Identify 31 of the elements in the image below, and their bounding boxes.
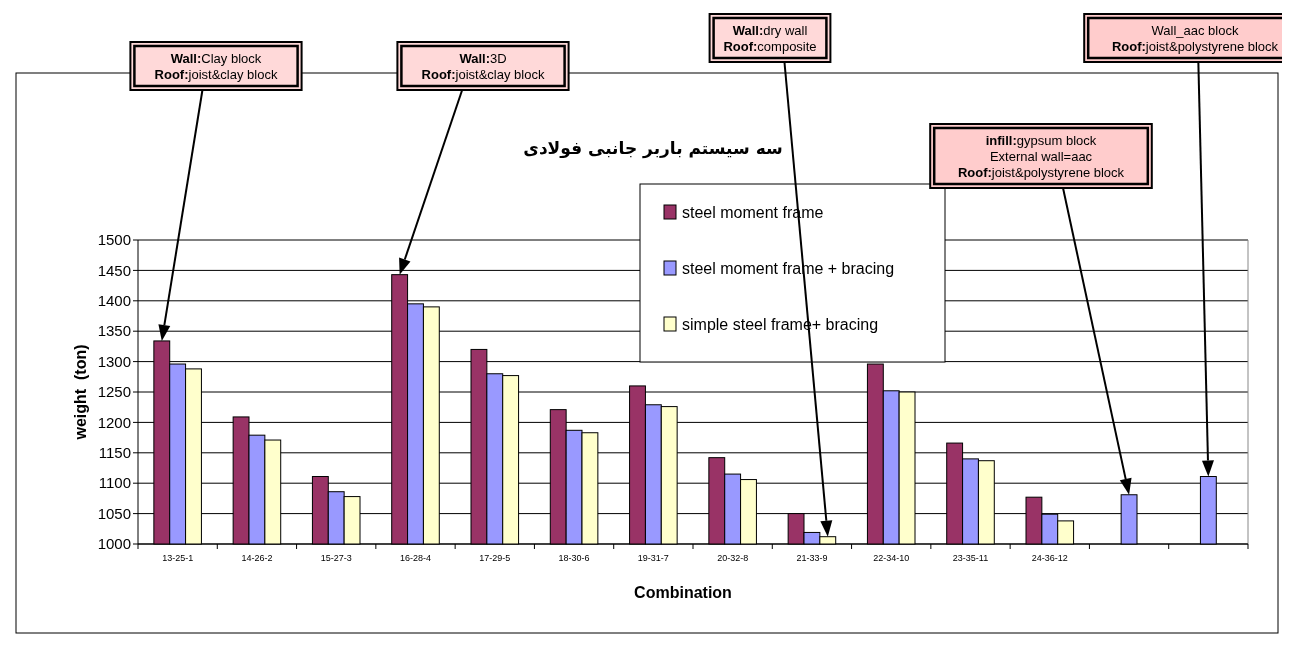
x-tick-label: 21-33-9 [796,553,828,563]
x-tick-label: 15-27-3 [320,553,352,563]
y-tick-label: 1450 [97,261,131,279]
y-tick-label: 1500 [97,231,131,249]
y-tick-label: 1300 [97,352,131,370]
x-tick-label: 23-35-11 [952,553,989,563]
y-tick-label: 1350 [97,322,131,340]
y-tick-label: 1400 [97,292,131,310]
x-tick-label: 22-34-10 [873,553,910,563]
x-tick-label: 14-26-2 [241,553,273,563]
y-tick-label: 1150 [98,444,131,462]
chart-title: سه سیستم باربر جانبی فولادی [523,138,783,159]
x-tick-label: 19-31-7 [637,553,669,563]
x-axis-title: Combination [634,584,732,601]
text: Wall:dry wall Roof:composite [723,23,817,54]
y-axis-title: weight (ton) [72,344,89,441]
y-tick-label: 1250 [97,383,131,401]
text: Wall:Clay block Roof:joist&clay block [154,51,278,82]
y-tick-label: 1200 [97,413,131,431]
text: Wall:3D Roof:joist&clay block [421,51,545,82]
x-tick-label: 20-32-8 [717,553,749,563]
text: Wall_aac block Roof:joist&polystyrene block [1111,23,1279,54]
text: infill:gypsum block External wall=aac Roof:joist&polystyrene block [957,133,1125,180]
y-tick-label: 1100 [98,474,131,492]
x-tick-label: 17-29-5 [479,553,511,563]
y-tick-label: 1000 [97,535,131,553]
y-tick-label: 1050 [97,504,131,522]
x-tick-label: 18-30-6 [558,553,590,563]
x-tick-label: 24-36-12 [1031,553,1068,563]
x-tick-label: 13-25-1 [162,553,194,563]
x-tick-label: 16-28-4 [399,553,432,563]
